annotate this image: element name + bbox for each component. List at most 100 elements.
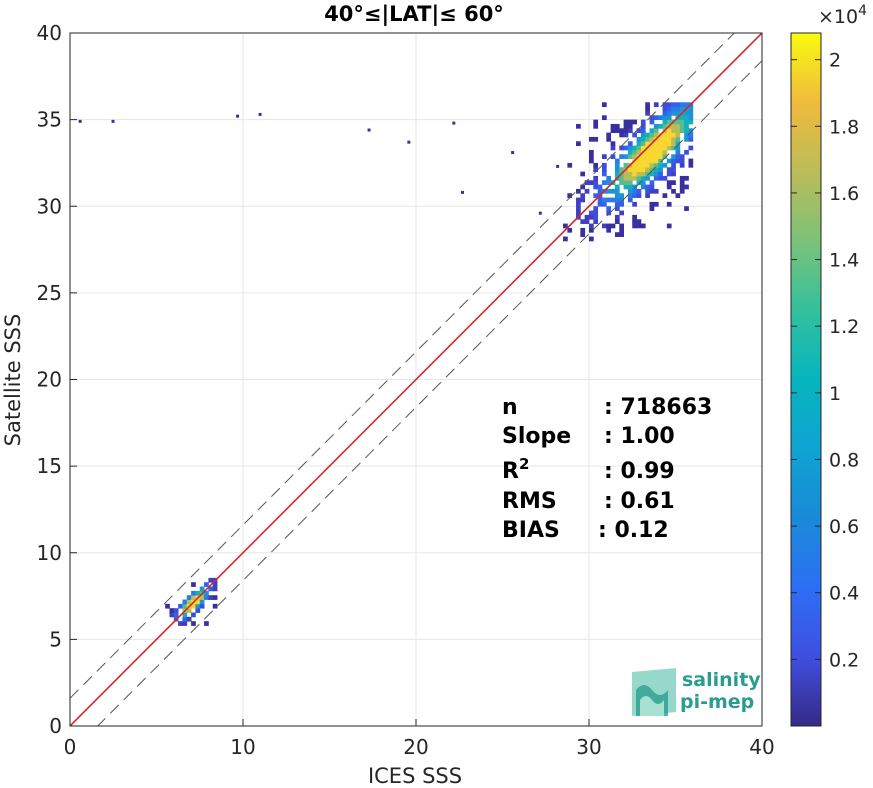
density-cell	[649, 171, 655, 177]
density-cell	[671, 136, 676, 142]
density-cell	[199, 595, 205, 600]
density-cell	[567, 227, 573, 233]
density-cell	[662, 149, 668, 155]
density-cell	[666, 145, 672, 151]
density-cell	[606, 180, 612, 185]
density-cell	[195, 590, 201, 596]
density-cell	[589, 180, 594, 185]
density-cell	[627, 197, 633, 203]
density-cell	[593, 162, 599, 168]
density-cell	[212, 582, 218, 587]
density-cell	[640, 180, 646, 185]
density-cell	[645, 188, 650, 194]
density-cell	[671, 123, 676, 129]
density-cell	[649, 158, 655, 164]
density-cell	[576, 141, 581, 147]
stat-label: R2	[502, 455, 529, 484]
density-cell	[688, 132, 694, 138]
density-cell	[627, 128, 633, 134]
density-cell	[589, 158, 594, 164]
density-cell	[636, 128, 642, 134]
density-cell	[623, 180, 629, 185]
density-cell	[627, 123, 633, 129]
density-cell	[601, 115, 607, 121]
density-cell	[632, 184, 637, 190]
density-cell	[589, 236, 594, 242]
colorbar-gradient	[790, 32, 822, 727]
density-cell	[649, 115, 655, 121]
density-cell	[632, 119, 637, 125]
density-cell	[584, 214, 590, 220]
density-cell	[684, 136, 689, 142]
density-cell	[606, 188, 612, 194]
density-cell	[627, 149, 633, 155]
x-axis-ticks: 0 10 20 30 40	[64, 719, 775, 759]
density-cell	[584, 188, 590, 194]
density-cell	[640, 136, 646, 142]
density-cell	[675, 136, 681, 142]
density-cell	[688, 115, 694, 121]
density-cell	[679, 154, 685, 160]
y-axis-ticks: 0 5 10 15 20 25 30 35 40	[37, 21, 77, 738]
density-cell	[636, 223, 642, 229]
density-cell	[619, 175, 624, 181]
density-cell	[212, 603, 218, 609]
density-cell	[606, 206, 612, 211]
density-cell	[671, 128, 676, 134]
density-cell	[636, 171, 642, 177]
density-cell	[452, 121, 456, 125]
density-cell	[684, 102, 689, 108]
density-cell	[653, 115, 659, 121]
density-cell	[666, 141, 672, 147]
identity-line	[70, 33, 762, 726]
density-cell	[191, 582, 196, 587]
density-cell	[662, 162, 668, 168]
density-cell	[679, 128, 685, 134]
density-cell	[675, 145, 681, 151]
density-cell	[636, 175, 642, 181]
density-cell	[653, 171, 659, 177]
density-cell	[640, 132, 646, 138]
density-cell	[675, 106, 681, 112]
density-cell	[204, 595, 209, 600]
density-cell	[666, 115, 672, 121]
y-tick-label: 0	[49, 714, 62, 738]
density-cell	[666, 106, 672, 112]
density-cell	[679, 102, 685, 108]
statistics-box: n: 718663 Slope: 1.00 R2: 0.99 RMS: 0.61 BIA…	[502, 395, 712, 543]
density-cell	[645, 158, 650, 164]
density-cell	[182, 616, 188, 622]
density-cell	[645, 193, 650, 198]
density-cell	[684, 119, 689, 125]
density-cell	[675, 154, 681, 160]
density-cell	[645, 110, 650, 116]
wave-logo-icon	[632, 668, 676, 716]
density-cell	[186, 608, 192, 613]
density-cell	[662, 110, 668, 116]
density-cell	[614, 171, 620, 177]
density-cell	[671, 132, 676, 138]
density-cell	[195, 603, 201, 609]
density-cell	[619, 193, 624, 198]
density-cell	[662, 136, 668, 142]
density-cell	[610, 141, 616, 147]
density-cell	[576, 188, 581, 194]
density-cell	[679, 162, 685, 168]
density-cell	[666, 128, 672, 134]
density-cell	[640, 162, 646, 168]
density-cell	[627, 184, 633, 190]
density-cell	[614, 193, 620, 198]
density-cell	[636, 219, 642, 224]
density-cell	[619, 145, 624, 151]
density-cell	[593, 193, 599, 198]
density-cell	[204, 582, 209, 587]
density-cell	[632, 188, 637, 194]
density-cell	[671, 110, 676, 116]
salinity-pi-mep-logo: salinity pi-mep	[632, 668, 761, 716]
density-cell	[623, 171, 629, 177]
density-cell	[601, 102, 607, 108]
density-cell	[675, 141, 681, 147]
density-cell	[580, 197, 586, 203]
density-cell	[666, 223, 672, 229]
density-cell	[684, 110, 689, 116]
